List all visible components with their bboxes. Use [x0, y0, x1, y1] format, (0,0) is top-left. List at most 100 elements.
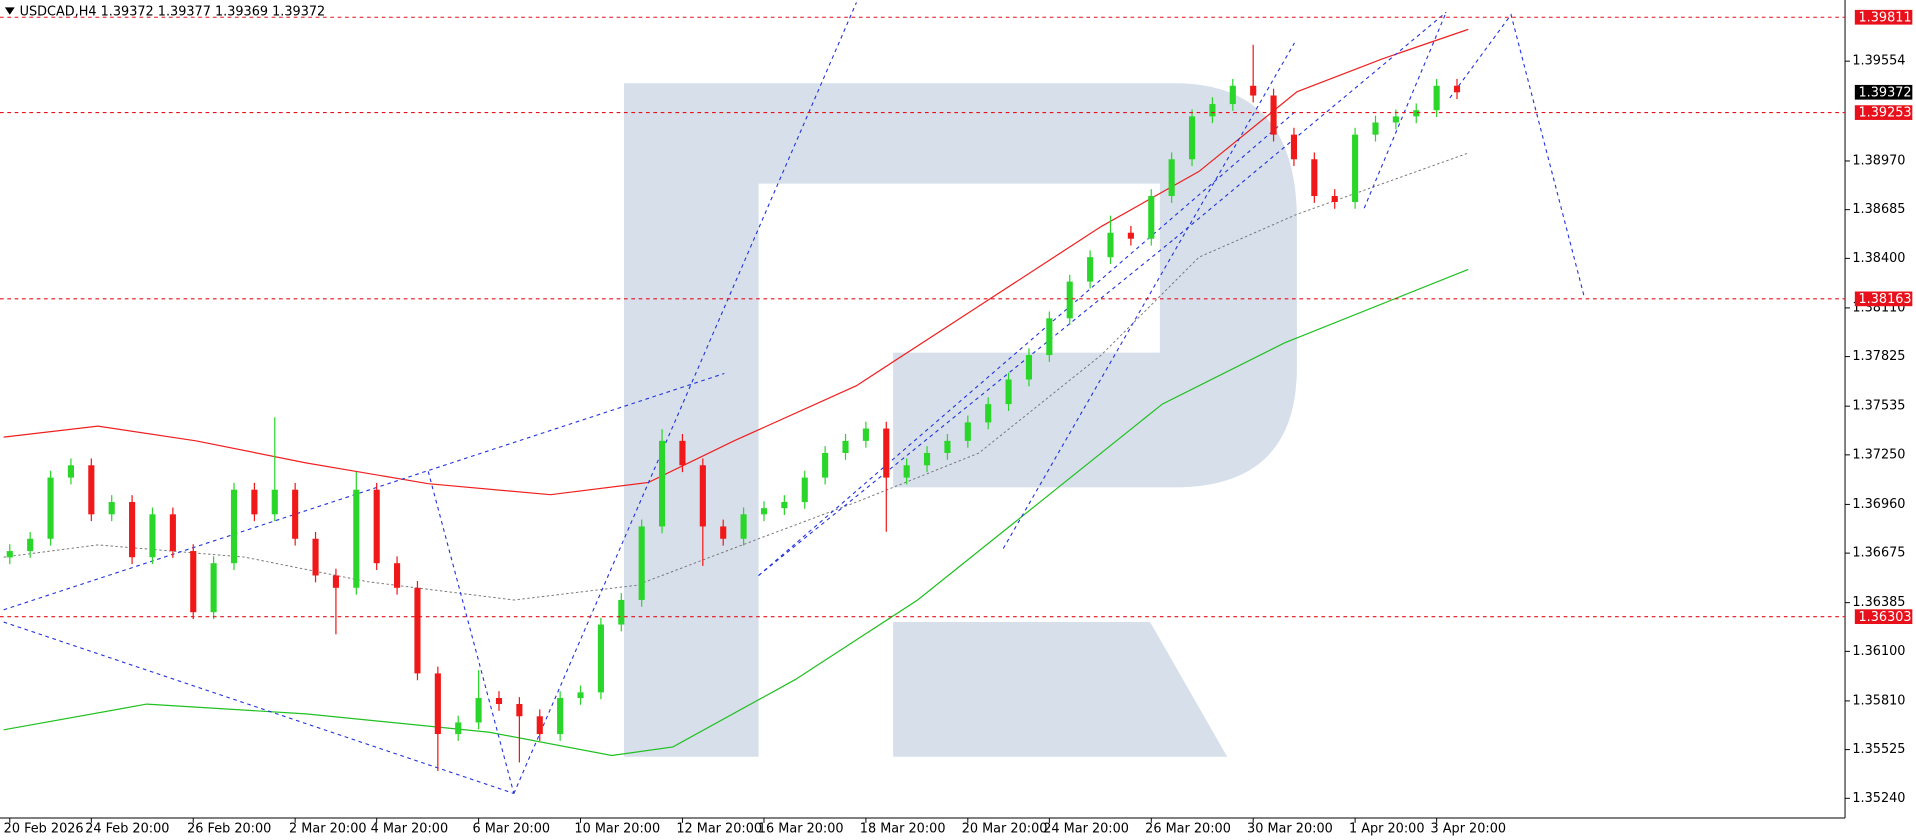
y-tick-label: 1.39554 — [1852, 54, 1905, 69]
candle-body — [251, 489, 258, 515]
candle-body — [190, 551, 197, 613]
candle-body — [353, 489, 360, 588]
candle-body — [88, 465, 95, 515]
candle-body — [1311, 159, 1318, 196]
y-tick-label: 1.37535 — [1852, 399, 1905, 414]
candle-body — [332, 575, 339, 588]
candle-body — [210, 563, 217, 613]
candle-body — [1413, 110, 1420, 117]
candle-body — [129, 502, 136, 558]
current-price-box — [1854, 84, 1913, 100]
x-tick-label: 16 Mar 20:00 — [758, 821, 844, 836]
candle-body — [944, 440, 951, 453]
candle-body — [495, 698, 503, 704]
x-tick-label: 24 Feb 20:00 — [85, 821, 169, 836]
candle-body — [1290, 134, 1298, 160]
candle-body — [862, 428, 869, 441]
candle-body — [1046, 318, 1053, 356]
candle-body — [394, 563, 401, 588]
level-label-box — [1854, 105, 1913, 120]
candle-body — [1066, 281, 1073, 319]
y-tick-label: 1.38685 — [1852, 202, 1905, 217]
candle-body — [1352, 134, 1359, 202]
y-tick-label: 1.38400 — [1852, 251, 1905, 266]
candle-body — [1127, 232, 1134, 239]
moving-average — [3, 152, 1469, 601]
candle-body — [760, 508, 768, 515]
candle-body — [292, 489, 299, 539]
candle-body — [1107, 232, 1114, 258]
candle-body — [1372, 122, 1379, 135]
menu-arrow[interactable] — [4, 7, 15, 15]
y-tick-label: 1.36100 — [1852, 644, 1905, 659]
x-tick-label: 2 Mar 20:00 — [289, 821, 367, 836]
candle-body — [27, 538, 34, 552]
candle-body — [1148, 195, 1155, 239]
candle-body — [577, 692, 584, 699]
x-tick-label: 12 Mar 20:00 — [676, 821, 762, 836]
candle-body — [1331, 195, 1338, 202]
candle-body — [903, 465, 910, 478]
candle-body — [47, 477, 54, 539]
y-tick-label: 1.36385 — [1852, 595, 1905, 610]
y-tick-label: 1.35525 — [1852, 742, 1905, 757]
candle-body — [1270, 95, 1277, 135]
candle-body — [475, 698, 482, 723]
candle-body — [434, 673, 441, 735]
candle-body — [414, 587, 421, 674]
candle-body — [1025, 355, 1033, 380]
candle-body — [659, 440, 666, 527]
candle-body — [557, 698, 564, 735]
x-tick-label: 20 Feb 2026 — [4, 821, 84, 836]
candle-body — [67, 465, 74, 478]
moving-average — [3, 268, 1469, 757]
candle-body — [1005, 379, 1012, 405]
x-tick-label: 6 Mar 20:00 — [472, 821, 550, 836]
moving-average — [3, 28, 1469, 496]
x-tick-label: 1 Apr 20:00 — [1349, 821, 1425, 836]
candle-body — [312, 538, 319, 576]
candle-body — [985, 404, 992, 423]
candle-body — [1168, 159, 1175, 196]
y-tick-label: 1.38970 — [1852, 153, 1905, 168]
current-price-label: 1.39372 — [1858, 85, 1911, 100]
candle-body — [740, 514, 747, 539]
candle-body — [536, 716, 543, 735]
candle-body — [618, 599, 625, 625]
candle-body — [1392, 116, 1399, 123]
level-label-box — [1854, 291, 1913, 307]
candle-body — [1250, 85, 1257, 96]
candle-body — [149, 514, 156, 558]
y-tick-label: 1.36675 — [1852, 546, 1905, 561]
candle-body — [1087, 257, 1094, 282]
candle-body — [1188, 116, 1196, 160]
x-tick-label: 10 Mar 20:00 — [574, 821, 660, 836]
candle-body — [822, 452, 829, 478]
candle-body — [108, 502, 115, 515]
candle-body — [597, 624, 604, 693]
chart-header: USDCAD,H4 1.39372 1.39377 1.39369 1.3937… — [20, 5, 326, 20]
level-label: 1.36303 — [1858, 610, 1911, 625]
level-label-box — [1854, 609, 1913, 625]
candle-body — [271, 489, 278, 515]
level-label: 1.38163 — [1858, 292, 1911, 307]
candle-body — [1433, 85, 1440, 111]
candle-body — [699, 465, 706, 527]
x-tick-label: 26 Mar 20:00 — [1145, 821, 1231, 836]
trend-lines — [3, 2, 1585, 794]
x-tick-label: 3 Apr 20:00 — [1431, 821, 1507, 836]
x-tick-label: 26 Feb 20:00 — [187, 821, 271, 836]
y-tick-label: 1.36960 — [1852, 497, 1905, 512]
y-tick-label: 1.37250 — [1852, 447, 1905, 462]
y-tick-label: 1.37825 — [1852, 349, 1905, 364]
candle-body — [679, 440, 686, 466]
candle-body — [923, 452, 931, 466]
candle-body — [1229, 85, 1236, 105]
y-tick-label: 1.35240 — [1852, 791, 1905, 806]
candle-body — [230, 489, 238, 564]
candle-body — [720, 526, 727, 539]
watermark — [623, 83, 1297, 757]
level-label-box — [1854, 9, 1913, 25]
candle-body — [781, 502, 788, 509]
candle-body — [169, 514, 176, 552]
